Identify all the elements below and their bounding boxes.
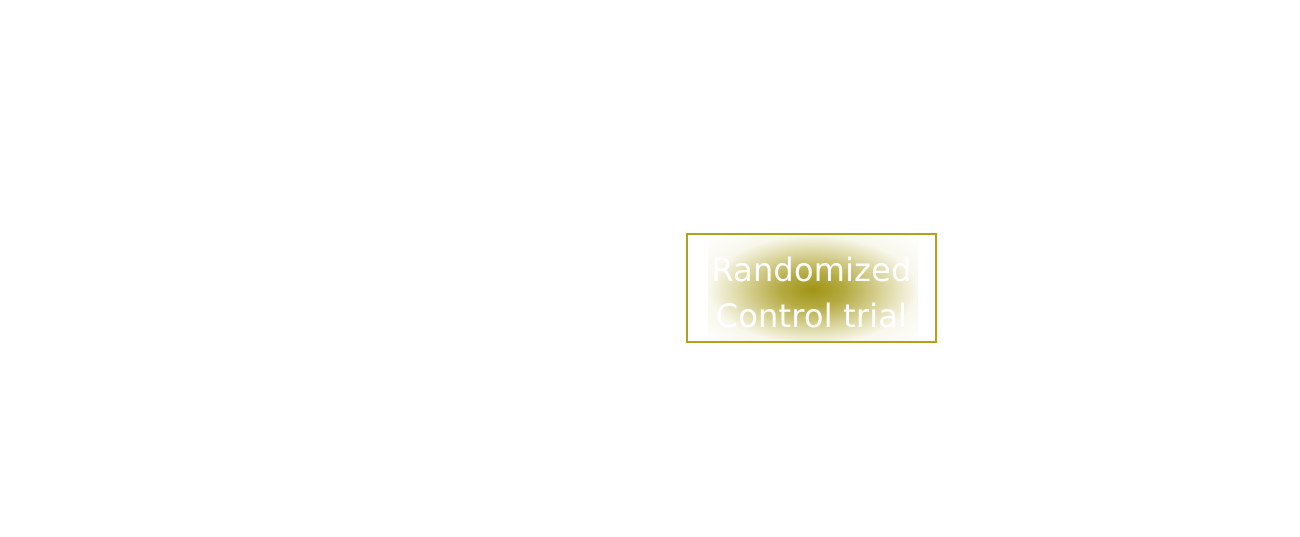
- randomized-control-trial-node[interactable]: Randomized Control trial: [686, 233, 937, 343]
- node-label-line-1: Randomized: [711, 251, 912, 289]
- node-label-line-2: Control trial: [715, 297, 908, 335]
- node-label: Randomized Control trial: [688, 247, 935, 339]
- node-glow-fill: [708, 235, 918, 341]
